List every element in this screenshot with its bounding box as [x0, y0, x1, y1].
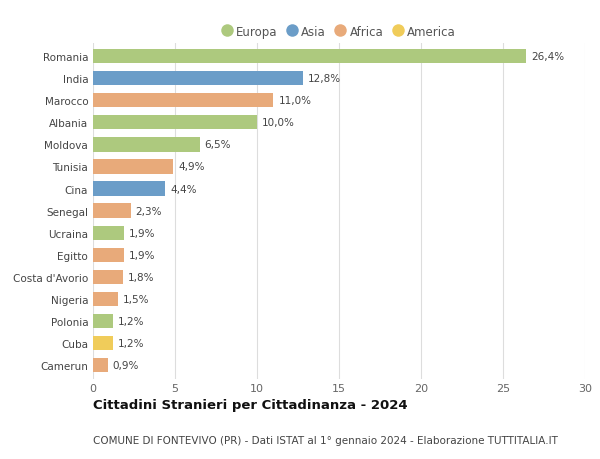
Legend: Europa, Asia, Africa, America: Europa, Asia, Africa, America [217, 21, 461, 44]
Bar [93, 226, 124, 241]
Bar [93, 314, 113, 329]
Text: 1,8%: 1,8% [127, 272, 154, 282]
Text: Cittadini Stranieri per Cittadinanza - 2024: Cittadini Stranieri per Cittadinanza - 2… [93, 398, 407, 411]
Text: 4,9%: 4,9% [178, 162, 205, 172]
Text: 0,9%: 0,9% [113, 360, 139, 370]
Text: 10,0%: 10,0% [262, 118, 295, 128]
Bar [93, 50, 526, 64]
Bar [93, 160, 173, 174]
Text: 1,5%: 1,5% [122, 294, 149, 304]
Bar [93, 270, 122, 285]
Text: 1,9%: 1,9% [129, 228, 155, 238]
Bar [93, 292, 118, 307]
Bar [93, 116, 257, 130]
Text: 11,0%: 11,0% [278, 96, 311, 106]
Text: 6,5%: 6,5% [205, 140, 231, 150]
Bar [93, 182, 165, 196]
Text: 26,4%: 26,4% [531, 52, 564, 62]
Bar [93, 358, 108, 373]
Text: 1,2%: 1,2% [118, 338, 144, 348]
Text: 1,2%: 1,2% [118, 316, 144, 326]
Bar [93, 94, 274, 108]
Text: 4,4%: 4,4% [170, 184, 197, 194]
Text: 1,9%: 1,9% [129, 250, 155, 260]
Text: 12,8%: 12,8% [308, 74, 341, 84]
Bar [93, 72, 303, 86]
Bar [93, 204, 131, 218]
Bar [93, 336, 113, 351]
Text: COMUNE DI FONTEVIVO (PR) - Dati ISTAT al 1° gennaio 2024 - Elaborazione TUTTITAL: COMUNE DI FONTEVIVO (PR) - Dati ISTAT al… [93, 435, 558, 445]
Text: 2,3%: 2,3% [136, 206, 162, 216]
Bar [93, 248, 124, 263]
Bar [93, 138, 200, 152]
